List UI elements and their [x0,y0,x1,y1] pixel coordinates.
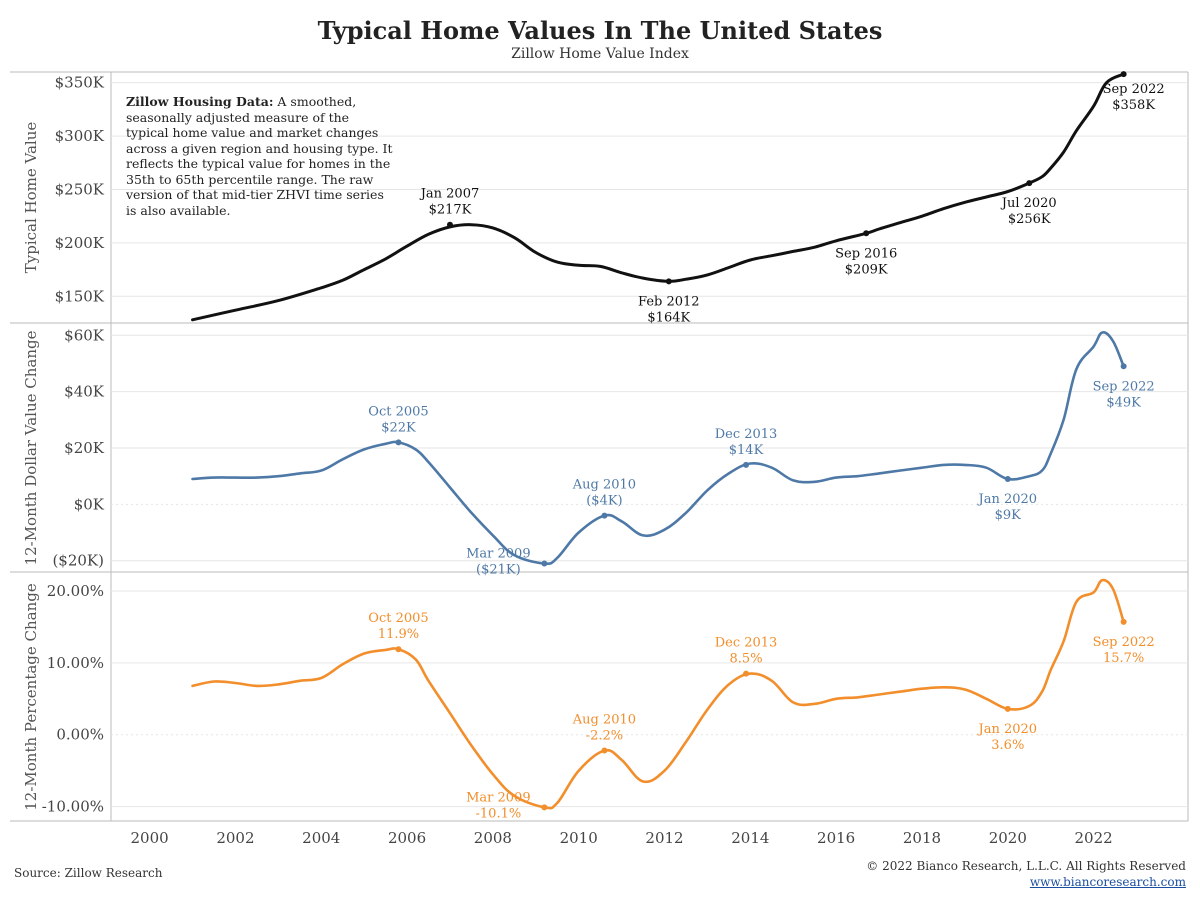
annotation-date: Sep 2016 [835,246,897,261]
annotation-value: -2.2% [586,729,623,744]
x-tick-label: 2022 [1075,829,1113,847]
y-tick-label: $0K [74,495,105,513]
annotation-value: $209K [845,262,888,277]
annotation-value: $358K [1112,98,1155,113]
website-link[interactable]: www.biancoresearch.com [1029,875,1186,889]
annotation-date: Aug 2010 [572,478,636,493]
annotation-date: Mar 2009 [466,547,531,562]
source-label: Source: Zillow Research [14,866,163,880]
annotation-point [1120,618,1127,625]
annotation-date: Feb 2012 [638,294,700,309]
note-text: A smoothed, seasonally adjusted measure … [126,94,393,218]
annotation-date: Sep 2022 [1093,379,1155,394]
annotation-value: $164K [647,310,690,325]
annotation-point [446,221,453,228]
y-tick-label: 0.00% [56,726,104,744]
annotation-point [1120,71,1127,78]
x-tick-label: 2018 [903,829,941,847]
x-tick-label: 2004 [302,829,340,847]
chart-subtitle: Zillow Home Value Index [511,46,689,62]
annotation-point [395,646,402,653]
x-tick-label: 2002 [216,829,254,847]
x-tick-label: 2010 [560,829,598,847]
x-tick-label: 2012 [645,829,683,847]
annotation-point [1004,476,1011,482]
series-line [191,578,1125,810]
annotation-point [743,461,750,468]
x-tick-label: 2006 [388,829,426,847]
annotation-value: 15.7% [1103,651,1144,666]
copyright-block: © 2022 Bianco Research, L.L.C. All Right… [866,858,1186,890]
y-axis-title: 12-Month Dollar Value Change [22,330,40,565]
x-tick-label: 2008 [474,829,512,847]
annotation-point [665,278,672,285]
annotation-date: Jan 2020 [977,722,1038,737]
zillow-note: Zillow Housing Data: A smoothed, seasona… [126,94,394,218]
annotation-point [1004,705,1011,712]
y-tick-label: ($20K) [52,552,104,570]
annotation-value: $217K [429,203,472,218]
copyright-text: © 2022 Bianco Research, L.L.C. All Right… [866,859,1186,873]
y-tick-label: 10.00% [47,654,104,672]
annotation-date: Jul 2020 [1000,196,1057,211]
annotation-value: 11.9% [378,627,419,642]
annotation-date: Sep 2022 [1103,82,1165,97]
x-tick-label: 2014 [731,829,769,847]
annotation-date: Mar 2009 [466,790,531,805]
y-tick-label: $250K [55,180,105,198]
y-tick-label: $300K [55,127,105,145]
annotation-point [541,804,548,811]
series-line [191,331,1125,565]
annotation-date: Oct 2005 [368,404,428,419]
annotation-point [541,560,548,567]
annotation-date: Jan 2007 [419,187,480,202]
x-tick-label: 2000 [131,829,169,847]
annotation-date: Aug 2010 [572,713,636,728]
annotation-value: 3.6% [991,738,1024,753]
annotation-value: ($21K) [476,563,521,578]
x-tick-label: 2020 [989,829,1027,847]
annotation-value: ($4K) [586,494,622,509]
y-tick-label: $200K [55,234,105,252]
annotation-date: Dec 2013 [715,427,778,442]
annotation-date: Sep 2022 [1093,635,1155,650]
annotation-value: $49K [1106,395,1141,410]
y-tick-label: $350K [55,74,105,92]
chart-title: Typical Home Values In The United States [317,16,883,45]
y-tick-label: $40K [64,383,105,401]
annotation-point [1120,363,1127,370]
y-tick-label: $60K [64,326,105,344]
y-axis-title: Typical Home Value [22,122,40,274]
annotation-date: Dec 2013 [715,636,778,651]
annotation-value: $22K [381,420,416,435]
y-tick-label: -10.00% [42,798,104,816]
annotation-date: Oct 2005 [368,611,428,626]
annotation-point [601,747,608,754]
annotation-value: 8.5% [730,652,763,667]
note-bold: Zillow Housing Data: [126,94,274,109]
annotation-value: $14K [729,443,764,458]
annotation-point [743,670,750,677]
annotation-value: -10.1% [476,806,522,821]
annotation-value: $9K [995,508,1022,523]
y-tick-label: 20.00% [47,582,104,600]
y-axis-title: 12-Month Percentage Change [22,583,40,811]
y-tick-label: $20K [64,439,105,457]
y-tick-label: $150K [55,287,105,305]
annotation-point [863,230,870,237]
annotation-value: $256K [1008,212,1051,227]
annotation-date: Jan 2020 [977,492,1038,507]
annotation-point [1026,180,1033,187]
annotation-point [601,512,608,519]
x-tick-label: 2016 [817,829,855,847]
annotation-point [395,439,402,446]
